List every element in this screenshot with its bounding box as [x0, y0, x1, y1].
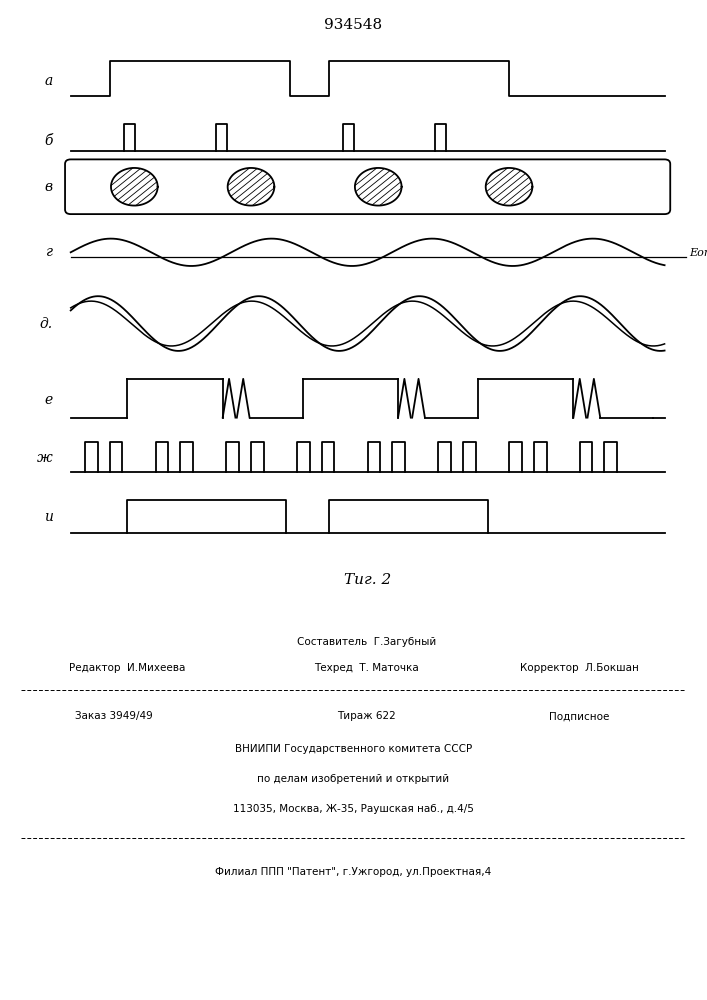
Text: Корректор  Л.Бокшан: Корректор Л.Бокшан: [520, 663, 639, 673]
Text: Eоп: Eоп: [689, 248, 707, 258]
Text: е: е: [45, 393, 53, 408]
Text: Τиг. 2: Τиг. 2: [344, 573, 391, 587]
Text: Филиал ППП "Патент", г.Ужгород, ул.Проектная,4: Филиал ППП "Патент", г.Ужгород, ул.Проек…: [216, 867, 491, 877]
Text: Подписное: Подписное: [549, 711, 609, 721]
Text: Тираж 622: Тираж 622: [337, 711, 396, 721]
Text: б: б: [45, 134, 53, 148]
Text: г: г: [46, 245, 53, 259]
Text: по делам изобретений и открытий: по делам изобретений и открытий: [257, 774, 450, 784]
Text: 934548: 934548: [325, 18, 382, 32]
Text: а: а: [45, 74, 53, 88]
Text: и: и: [44, 510, 53, 524]
Text: д.: д.: [40, 317, 53, 331]
Text: Техред  Т. Маточка: Техред Т. Маточка: [315, 663, 419, 673]
FancyBboxPatch shape: [65, 159, 670, 214]
Text: ВНИИПИ Государственного комитета СССР: ВНИИПИ Государственного комитета СССР: [235, 744, 472, 754]
Text: Составитель  Г.Загубный: Составитель Г.Загубный: [297, 637, 436, 647]
Text: в: в: [45, 180, 53, 194]
Text: Редактор  И.Михеева: Редактор И.Михеева: [69, 663, 186, 673]
Text: ж: ж: [37, 450, 53, 464]
Text: Заказ 3949/49: Заказ 3949/49: [76, 711, 153, 721]
Text: 113035, Москва, Ж-35, Раушская наб., д.4/5: 113035, Москва, Ж-35, Раушская наб., д.4…: [233, 804, 474, 814]
